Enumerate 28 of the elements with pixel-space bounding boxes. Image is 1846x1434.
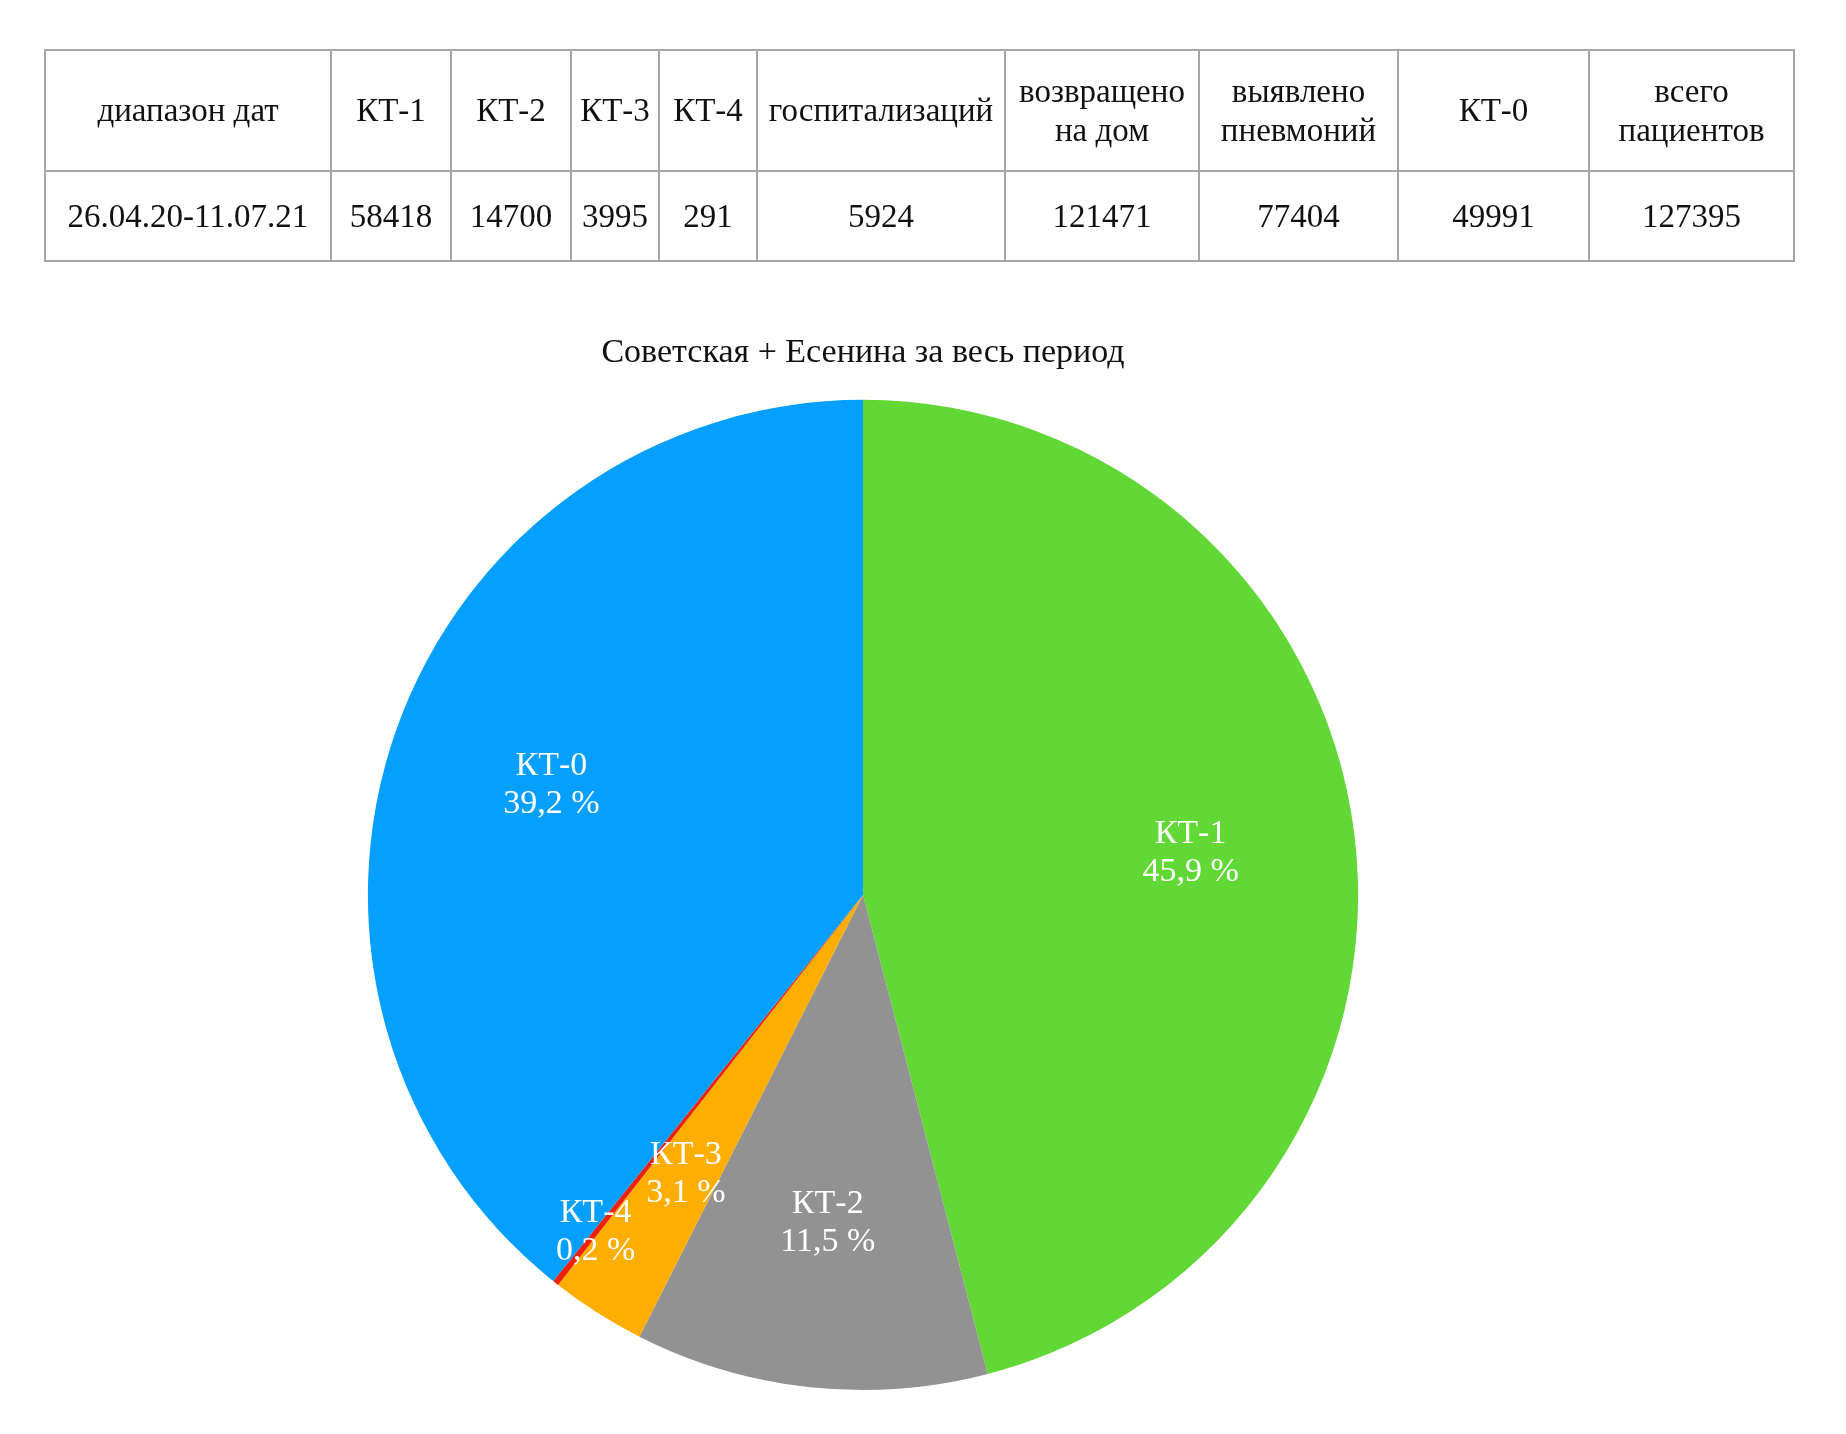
data-label: 45,9 % xyxy=(1142,850,1239,888)
slice-label: КТ-2 xyxy=(791,1183,864,1221)
category-label: госпитализаций xyxy=(757,50,1005,171)
data-label: 127395 xyxy=(1589,171,1794,261)
data-label: 58418 xyxy=(331,171,451,261)
chart-title: Советская + Есенина за весь период xyxy=(601,332,1125,370)
slice-label: КТ-0 xyxy=(515,745,588,783)
data-label: 291 xyxy=(659,171,757,261)
data-label: 77404 xyxy=(1199,171,1398,261)
data-label: 3995 xyxy=(571,171,659,261)
slice-label: КТ-3 xyxy=(650,1133,722,1171)
category-label: КТ-2 xyxy=(451,50,571,171)
data-label: 11,5 % xyxy=(780,1221,876,1259)
text: 26.04.20-11.07.21 xyxy=(45,171,331,261)
category-label: КТ-0 xyxy=(1398,50,1589,171)
data-label: 14700 xyxy=(451,171,571,261)
data-label: 5924 xyxy=(757,171,1005,261)
category-label: возвращено на дом xyxy=(1005,50,1199,171)
category-label: КТ-3 xyxy=(571,50,659,171)
slice-label: КТ-1 xyxy=(1154,812,1227,850)
category-label: выявлено пневмоний xyxy=(1199,50,1398,171)
category-label: КТ-4 xyxy=(659,50,757,171)
category-label: всего пациентов xyxy=(1589,50,1794,171)
data-label: 39,2 % xyxy=(503,783,600,821)
category-label: КТ-1 xyxy=(331,50,451,171)
data-label: 121471 xyxy=(1005,171,1199,261)
text: диапазон дат xyxy=(45,50,331,171)
data-label: 49991 xyxy=(1398,171,1589,261)
